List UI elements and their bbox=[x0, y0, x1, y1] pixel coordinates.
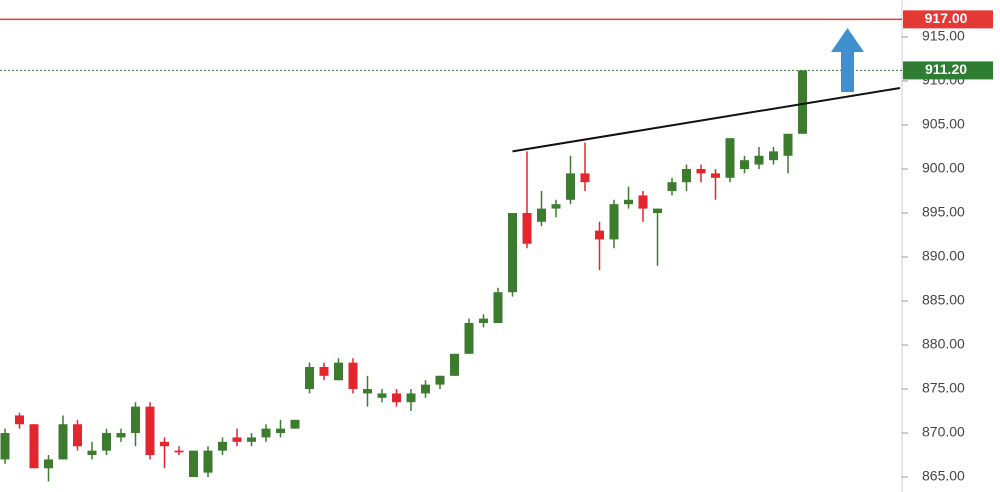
candle-body bbox=[711, 173, 720, 178]
candle-body bbox=[566, 173, 575, 200]
y-tick-label: 865.00 bbox=[922, 468, 965, 484]
candle-body bbox=[740, 160, 749, 169]
price-label: 911.20 bbox=[925, 61, 967, 77]
candle-body bbox=[682, 168, 691, 183]
candle-body bbox=[638, 195, 648, 209]
candle-body bbox=[580, 173, 590, 183]
candle-body bbox=[450, 353, 459, 376]
candle-body bbox=[58, 424, 68, 460]
candle-body bbox=[29, 424, 39, 469]
y-tick-label: 870.00 bbox=[922, 424, 965, 440]
y-tick-label: 890.00 bbox=[922, 248, 965, 264]
candle-body bbox=[348, 362, 358, 390]
price-label-box bbox=[903, 10, 993, 29]
price-label: 917.00 bbox=[925, 10, 968, 26]
candle-body bbox=[421, 384, 430, 394]
candle-body bbox=[203, 450, 213, 473]
candle-body bbox=[479, 318, 488, 324]
candle-body bbox=[769, 151, 778, 161]
candle-body bbox=[15, 415, 24, 425]
y-tick-label: 880.00 bbox=[922, 336, 965, 352]
y-tick-label: 900.00 bbox=[922, 160, 965, 176]
y-tick-label: 915.00 bbox=[922, 28, 965, 44]
candle-body bbox=[174, 450, 184, 453]
candle-body bbox=[145, 406, 155, 456]
candle-body bbox=[319, 367, 329, 376]
candle-body bbox=[87, 450, 97, 456]
candle-body bbox=[667, 182, 677, 191]
candle-body bbox=[247, 437, 256, 442]
y-tick-label: 875.00 bbox=[922, 380, 965, 396]
candle-body bbox=[102, 433, 111, 451]
candle-body bbox=[493, 292, 503, 324]
candle-body bbox=[609, 204, 619, 240]
y-tick-label: 885.00 bbox=[922, 292, 965, 308]
trendline bbox=[512, 87, 901, 153]
candle-body bbox=[464, 323, 474, 354]
candle-body bbox=[305, 367, 314, 390]
candle-body bbox=[696, 168, 706, 174]
candle-body bbox=[0, 433, 10, 460]
candle-body bbox=[363, 389, 372, 394]
arrow-head bbox=[831, 28, 864, 52]
candle-body bbox=[522, 212, 532, 244]
candle-body bbox=[131, 406, 140, 434]
candle-body bbox=[44, 459, 53, 469]
candle-body bbox=[189, 450, 198, 478]
candle-body bbox=[653, 208, 662, 213]
candle-body bbox=[334, 362, 343, 381]
y-tick-label: 895.00 bbox=[922, 204, 965, 220]
price-label-box bbox=[903, 61, 993, 80]
up-arrow bbox=[831, 28, 864, 92]
candle-body bbox=[290, 419, 300, 429]
candle-body bbox=[624, 199, 633, 205]
candle-body bbox=[754, 155, 764, 165]
candle-body bbox=[377, 393, 387, 398]
candle-body bbox=[406, 393, 416, 403]
candle-body bbox=[276, 428, 285, 434]
candle-body bbox=[595, 230, 604, 240]
candle-body bbox=[261, 428, 271, 438]
candle-body bbox=[73, 424, 82, 447]
candle-body bbox=[392, 393, 401, 403]
candle-body bbox=[537, 208, 546, 222]
candle-body bbox=[116, 433, 126, 438]
candle-body bbox=[551, 204, 561, 209]
candle-body bbox=[725, 138, 735, 178]
candle-body bbox=[160, 441, 169, 447]
candle-body bbox=[508, 212, 517, 293]
y-tick-label: 905.00 bbox=[922, 116, 965, 132]
candle-body bbox=[783, 133, 793, 156]
candle-body bbox=[218, 441, 227, 451]
candle-body bbox=[232, 437, 242, 442]
candle-body bbox=[798, 70, 807, 134]
candle-body bbox=[435, 375, 445, 385]
arrow-shaft bbox=[841, 50, 854, 92]
